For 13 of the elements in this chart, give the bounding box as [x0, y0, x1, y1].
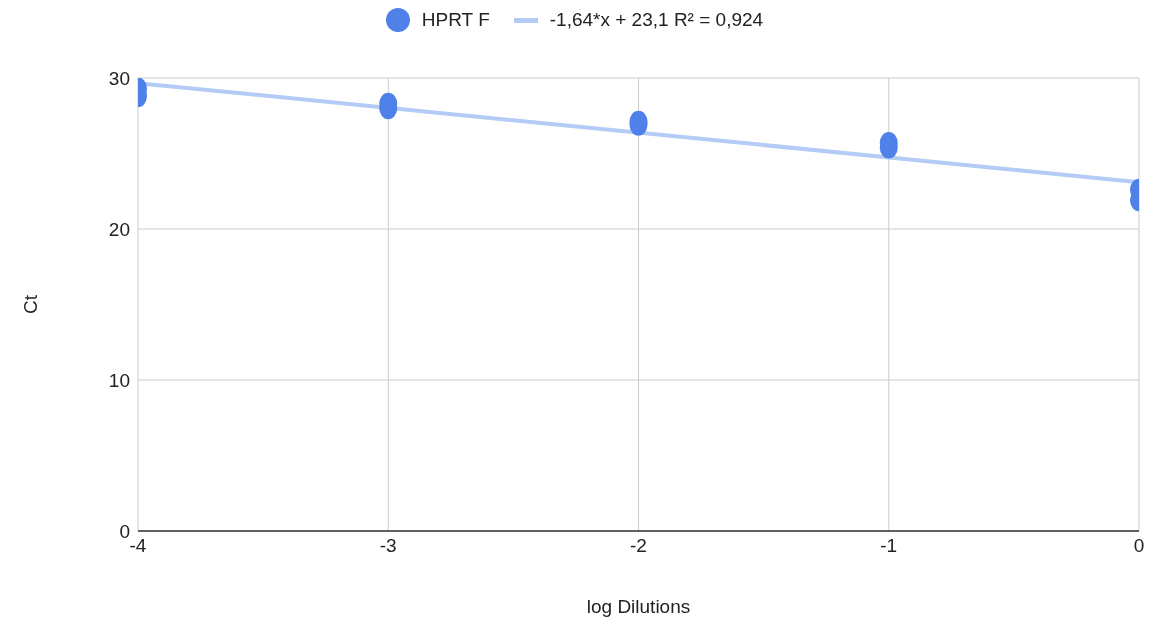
y-tick-label: 10: [108, 369, 130, 391]
x-tick-label: -4: [129, 535, 147, 557]
legend-label: HPRT F: [421, 9, 490, 31]
x-tick-label: -1: [880, 535, 898, 557]
y-axis-title: Ct: [19, 294, 41, 314]
x-axis-title: log Dilutions: [586, 596, 691, 617]
x-tick-label: -3: [379, 535, 397, 557]
x-tick-label: 0: [1133, 535, 1145, 557]
x-tick-label: -2: [630, 535, 647, 557]
legend-label: -1,64*x + 23,1 R² = 0,924: [549, 9, 764, 31]
y-tick-label: 20: [108, 218, 130, 240]
y-tick-label: 0: [119, 520, 130, 542]
y-tick-label: 30: [108, 67, 130, 89]
